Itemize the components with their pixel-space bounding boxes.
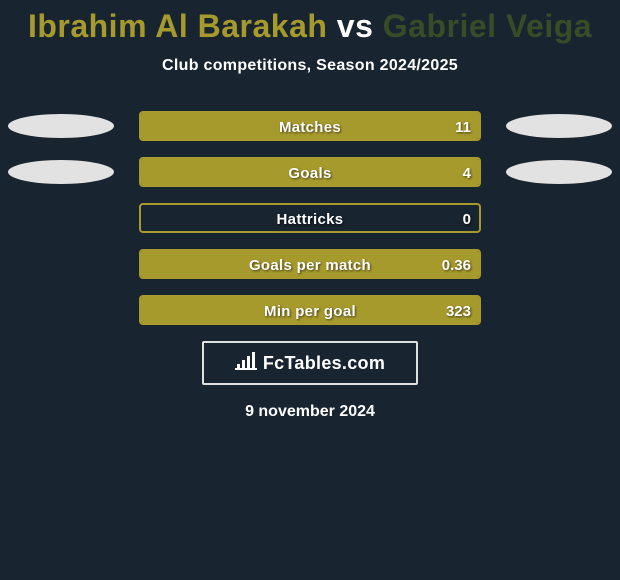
bar-track: Matches11: [139, 111, 481, 141]
stat-value-player2: 0.36: [442, 257, 471, 274]
logo-box: FcTables.com: [202, 341, 418, 385]
stat-row: Matches11: [0, 111, 620, 141]
stat-value-player2: 11: [455, 119, 471, 136]
stat-value-player2: 0: [463, 211, 471, 228]
title-player1: Ibrahim Al Barakah: [28, 8, 327, 44]
player1-marker: [8, 160, 114, 184]
date-text: 9 november 2024: [0, 403, 620, 421]
bar-fill-player2: [141, 159, 479, 185]
title-vs: vs: [327, 8, 382, 44]
bar-track: Hattricks0: [139, 203, 481, 233]
chart-icon: [235, 352, 257, 375]
player2-marker: [506, 160, 612, 184]
stat-row: Goals4: [0, 157, 620, 187]
bar-track: Goals4: [139, 157, 481, 187]
stat-row: Hattricks0: [0, 203, 620, 233]
player1-marker: [8, 114, 114, 138]
bar-track: Min per goal323: [139, 295, 481, 325]
stat-value-player2: 323: [446, 303, 471, 320]
page-title: Ibrahim Al Barakah vs Gabriel Veiga: [0, 0, 620, 45]
bar-track: Goals per match0.36: [139, 249, 481, 279]
subtitle: Club competitions, Season 2024/2025: [0, 57, 620, 75]
stat-row: Goals per match0.36: [0, 249, 620, 279]
stat-row: Min per goal323: [0, 295, 620, 325]
stat-label: Hattricks: [141, 211, 479, 228]
stat-value-player2: 4: [463, 165, 471, 182]
bar-fill-player2: [141, 251, 479, 277]
player2-marker: [506, 114, 612, 138]
bar-fill-player2: [141, 113, 479, 139]
bar-fill-player2: [141, 297, 479, 323]
logo-text: FcTables.com: [263, 353, 385, 374]
stats-container: Matches11 Goals4 Hattricks0 Goals per match…: [0, 111, 620, 325]
title-player2: Gabriel Veiga: [383, 8, 592, 44]
